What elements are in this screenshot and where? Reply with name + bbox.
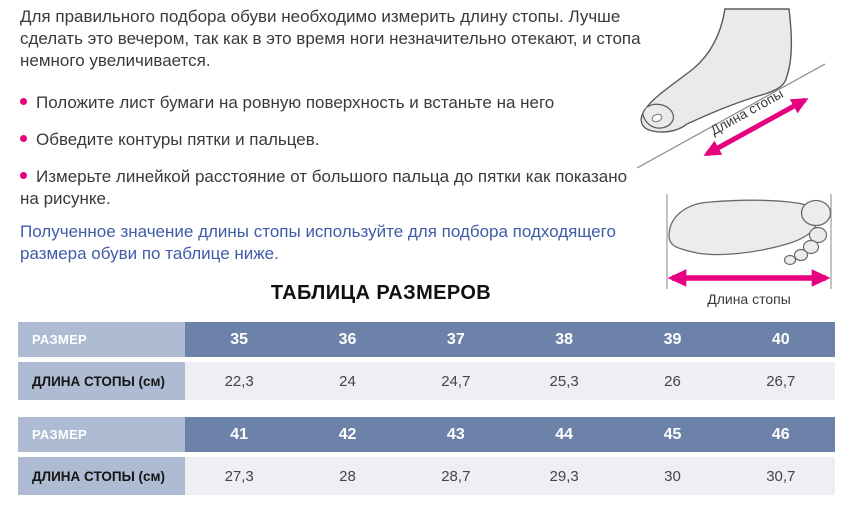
length-row: ДЛИНА СТОПЫ (см) 22,3 24 24,7 25,3 26 26… bbox=[18, 362, 835, 400]
size-cell: 45 bbox=[618, 417, 727, 452]
size-row: РАЗМЕР 41 42 43 44 45 46 bbox=[18, 417, 835, 452]
toe-shape bbox=[802, 239, 820, 255]
list-item: Обведите контуры пятки и пальцев. bbox=[20, 129, 648, 151]
foot-side-shape bbox=[640, 8, 793, 133]
foot-sole-shape bbox=[668, 199, 818, 256]
length-cell: 28,7 bbox=[401, 457, 510, 495]
size-row: РАЗМЕР 35 36 37 38 39 40 bbox=[18, 322, 835, 357]
size-cell: 46 bbox=[726, 417, 835, 452]
foot-side-illustration: Длина стопы bbox=[636, 8, 826, 169]
length-cell: 26 bbox=[618, 362, 727, 400]
size-cell: 41 bbox=[185, 417, 294, 452]
toenail-shape bbox=[651, 113, 663, 123]
length-cell: 29,3 bbox=[509, 457, 619, 495]
foot-sole-illustration: Длина стопы bbox=[666, 194, 832, 307]
length-cell: 28 bbox=[293, 457, 402, 495]
measure-steps-list: Положите лист бумаги на ровную поверхнос… bbox=[20, 92, 648, 225]
length-cell: 26,7 bbox=[726, 362, 835, 400]
list-item-text: Положите лист бумаги на ровную поверхнос… bbox=[36, 93, 555, 112]
size-cell: 40 bbox=[726, 322, 835, 357]
big-toe-shape bbox=[800, 199, 832, 227]
intro-paragraph: Для правильного подбора обуви необходимо… bbox=[20, 7, 641, 70]
size-cell: 37 bbox=[401, 322, 510, 357]
size-table-2: РАЗМЕР 41 42 43 44 45 46 ДЛИНА СТОПЫ (см… bbox=[18, 417, 835, 495]
size-cell: 35 bbox=[185, 322, 294, 357]
size-cell: 42 bbox=[293, 417, 402, 452]
length-cell: 24,7 bbox=[401, 362, 510, 400]
length-cell: 25,3 bbox=[509, 362, 619, 400]
size-table-title: ТАБЛИЦА РАЗМЕРОВ bbox=[270, 282, 492, 304]
size-cell: 43 bbox=[401, 417, 510, 452]
length-cell: 30 bbox=[618, 457, 727, 495]
length-cell: 22,3 bbox=[185, 362, 294, 400]
toe-shape bbox=[793, 248, 809, 262]
length-cell: 30,7 bbox=[726, 457, 835, 495]
bullet-dot-icon bbox=[20, 172, 27, 180]
list-item-text: Обведите контуры пятки и пальцев. bbox=[36, 130, 320, 149]
size-row-label: РАЗМЕР bbox=[18, 322, 185, 357]
list-item: Измерьте линейкой расстояние от большого… bbox=[20, 166, 648, 210]
size-cell: 44 bbox=[509, 417, 619, 452]
toe-shape bbox=[783, 254, 797, 266]
size-table-1: РАЗМЕР 35 36 37 38 39 40 ДЛИНА СТОПЫ (см… bbox=[18, 322, 835, 400]
list-item-text: Измерьте линейкой расстояние от большого… bbox=[20, 167, 628, 208]
list-item: Положите лист бумаги на ровную поверхнос… bbox=[20, 92, 648, 114]
size-cell: 36 bbox=[293, 322, 402, 357]
length-row-label: ДЛИНА СТОПЫ (см) bbox=[18, 362, 185, 400]
toe-shape bbox=[808, 226, 828, 244]
size-row-label: РАЗМЕР bbox=[18, 417, 185, 452]
measure-arrow-diagonal bbox=[703, 97, 809, 157]
size-note: Полученное значение длины стопы использу… bbox=[20, 222, 616, 263]
length-row: ДЛИНА СТОПЫ (см) 27,3 28 28,7 29,3 30 30… bbox=[18, 457, 835, 495]
length-row-label: ДЛИНА СТОПЫ (см) bbox=[18, 457, 185, 495]
length-cell: 27,3 bbox=[185, 457, 294, 495]
size-cell: 38 bbox=[509, 322, 619, 357]
bullet-dot-icon bbox=[20, 98, 27, 106]
size-cell: 39 bbox=[618, 322, 727, 357]
length-cell: 24 bbox=[293, 362, 402, 400]
bullet-dot-icon bbox=[20, 135, 27, 143]
foot-length-label-sole: Длина стопы bbox=[707, 291, 791, 307]
